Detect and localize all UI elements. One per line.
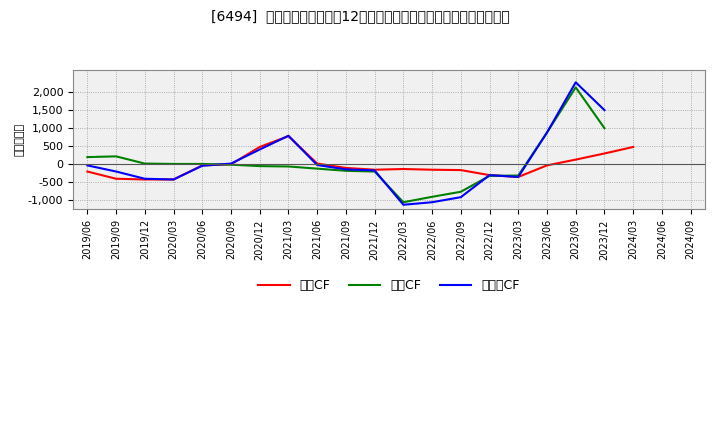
営業CF (543, 163, 552, 168)
フリーCF (543, 130, 552, 135)
営業CF (514, 174, 523, 180)
営業CF (341, 165, 350, 171)
フリーCF (140, 176, 149, 181)
フリーCF (370, 168, 379, 173)
投資CF (198, 161, 207, 167)
営業CF (284, 133, 293, 139)
投資CF (112, 154, 120, 159)
フリーCF (456, 194, 465, 200)
投資CF (169, 161, 178, 167)
投資CF (284, 164, 293, 169)
フリーCF (198, 163, 207, 169)
営業CF (169, 177, 178, 182)
フリーCF (514, 174, 523, 180)
投資CF (313, 166, 322, 171)
Line: フリーCF: フリーCF (87, 82, 605, 205)
フリーCF (428, 200, 436, 205)
Text: [6494]  キャッシュフローの12か月移動合計の対前年同期増減額の推移: [6494] キャッシュフローの12か月移動合計の対前年同期増減額の推移 (211, 9, 509, 23)
投資CF (140, 161, 149, 166)
フリーCF (341, 167, 350, 172)
営業CF (227, 161, 235, 167)
営業CF (83, 169, 91, 174)
営業CF (600, 151, 609, 156)
投資CF (227, 162, 235, 167)
フリーCF (572, 80, 580, 85)
営業CF (629, 144, 637, 150)
フリーCF (169, 177, 178, 182)
営業CF (140, 177, 149, 182)
営業CF (456, 168, 465, 173)
フリーCF (227, 161, 235, 166)
投資CF (572, 85, 580, 90)
フリーCF (83, 163, 91, 168)
投資CF (600, 125, 609, 131)
投資CF (428, 194, 436, 199)
フリーCF (399, 202, 408, 207)
投資CF (485, 173, 494, 179)
営業CF (485, 172, 494, 178)
営業CF (256, 144, 264, 150)
投資CF (456, 189, 465, 194)
フリーCF (600, 107, 609, 113)
投資CF (256, 164, 264, 169)
営業CF (112, 176, 120, 181)
営業CF (572, 157, 580, 162)
投資CF (83, 154, 91, 160)
投資CF (399, 200, 408, 205)
投資CF (370, 169, 379, 174)
Legend: 営業CF, 投資CF, フリーCF: 営業CF, 投資CF, フリーCF (253, 274, 525, 297)
営業CF (428, 167, 436, 172)
フリーCF (313, 162, 322, 168)
営業CF (370, 167, 379, 172)
投資CF (341, 168, 350, 173)
フリーCF (284, 133, 293, 139)
営業CF (313, 161, 322, 166)
フリーCF (112, 169, 120, 174)
フリーCF (485, 172, 494, 178)
営業CF (399, 166, 408, 172)
投資CF (543, 130, 552, 135)
投資CF (514, 173, 523, 178)
フリーCF (256, 147, 264, 152)
Line: 投資CF: 投資CF (87, 88, 605, 202)
営業CF (198, 163, 207, 168)
Y-axis label: （百万円）: （百万円） (15, 123, 25, 157)
Line: 営業CF: 営業CF (87, 136, 633, 180)
